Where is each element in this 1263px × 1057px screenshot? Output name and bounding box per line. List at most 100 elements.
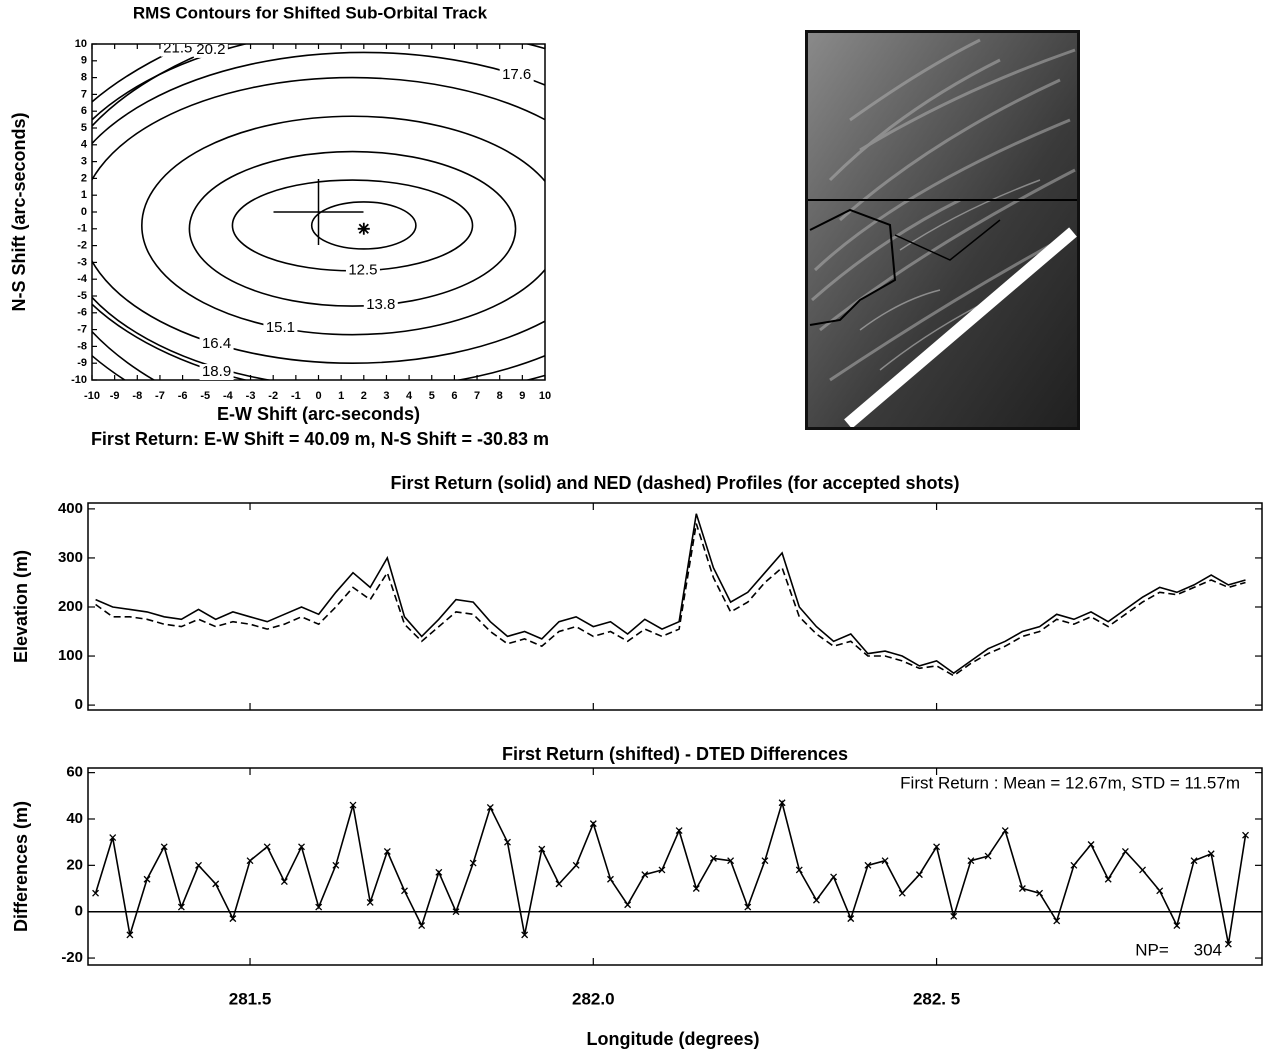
point-marker [196,862,202,868]
point-marker [213,881,219,887]
y-tick-label: 20 [66,856,83,873]
plot-area [96,514,1246,676]
y-tick-label: 3 [81,156,87,168]
y-axis-label: N-S Shift (arc-seconds) [9,112,29,311]
point-marker [916,872,922,878]
x-tick-label: -2 [268,390,278,402]
point-marker [831,874,837,880]
y-axis-label: Elevation (m) [11,550,31,663]
chart: First Return (shifted) - DTED Difference… [11,744,1262,1049]
x-tick-label: -1 [291,390,301,402]
point-marker [813,897,819,903]
y-tick-label: 10 [75,38,87,50]
x-tick-label: 10 [539,390,551,402]
plot-frame [88,503,1262,710]
x-tick-label: 9 [519,390,525,402]
figure: RMS Contours for Shifted Sub-Orbital Tra… [0,0,1263,1057]
x-tick-label: -10 [84,390,100,402]
series-line [96,803,1246,944]
y-tick-label: 1 [81,189,87,201]
point-marker [1105,876,1111,882]
y-tick-label: 7 [81,88,87,100]
x-tick-label: 5 [429,390,435,402]
y-tick-label: 100 [58,647,83,664]
y-tick-label: 9 [81,55,87,67]
y-tick-label: -20 [61,949,83,966]
y-tick-label: -4 [77,273,88,285]
y-tick-label: 6 [81,105,87,117]
y-tick-label: 8 [81,72,87,84]
point-marker [281,879,287,885]
y-tick-label: -1 [77,223,87,235]
y-tick-label: 0 [75,696,83,713]
x-tick-label: -8 [132,390,142,402]
x-axis-label: E-W Shift (arc-seconds) [217,404,420,424]
chart: RMS Contours for Shifted Sub-Orbital Tra… [9,0,885,464]
x-tick-label: 3 [383,390,389,402]
y-tick-label: 60 [66,764,83,781]
point-marker [1088,841,1094,847]
series-line [96,524,1246,676]
contour-line [232,180,472,271]
y-tick-label: -5 [77,290,87,302]
minimum-marker [358,223,370,235]
y-tick-label: -8 [77,340,87,352]
contour-label: 18.9 [202,363,231,380]
x-axis-label: Longitude (degrees) [586,1029,759,1049]
point-marker [556,881,562,887]
point-marker [264,844,270,850]
plot-area [88,800,1262,947]
x-tick-label: 2 [361,390,367,402]
contour-line [189,152,515,307]
point-marker [1157,888,1163,894]
point-marker [625,902,631,908]
y-tick-label: -3 [77,256,87,268]
stats-annotation: First Return : Mean = 12.67m, STD = 11.5… [900,773,1240,792]
x-tick-label: 8 [497,390,503,402]
page: {"chart_data": [ {"type": "contour", "ti… [0,0,1263,1057]
x-tick-label: 281.5 [229,989,272,1008]
contour-label: 16.4 [202,335,231,352]
x-tick-label: 6 [451,390,457,402]
x-tick-label: -4 [223,390,234,402]
y-tick-label: 300 [58,549,83,566]
contour-label: 21.5 [163,40,192,57]
contour-line [47,27,727,397]
contour-line [47,10,817,447]
point-marker [899,890,905,896]
x-tick-label: 0 [315,390,321,402]
y-tick-label: -9 [77,357,87,369]
x-tick-label: 4 [406,390,413,402]
y-axis-label: Differences (m) [11,801,31,932]
x-tick-label: 282. 5 [913,989,960,1008]
contour-line [81,78,625,364]
y-tick-label: 200 [58,598,83,615]
caption: First Return: E-W Shift = 40.09 m, N-S S… [91,429,549,449]
point-marker [1140,867,1146,873]
chart-title: RMS Contours for Shifted Sub-Orbital Tra… [133,3,488,22]
contour-line [58,52,670,388]
y-tick-label: 5 [81,122,87,134]
y-tick-label: -6 [77,307,87,319]
series-line [96,514,1246,673]
contour-label: 17.6 [502,66,531,83]
point-marker [401,888,407,894]
contour-line [142,116,563,334]
y-tick-label: -2 [77,240,87,252]
plot-frame [88,768,1262,965]
terrain-image [805,30,1080,430]
y-tick-label: 0 [81,206,87,218]
x-tick-label: -9 [110,390,120,402]
point-marker [1122,848,1128,854]
chart-title: First Return (shifted) - DTED Difference… [502,744,848,764]
y-tick-label: 400 [58,500,83,517]
x-tick-label: -5 [200,390,210,402]
y-tick-label: -10 [71,374,87,386]
y-tick-label: 0 [75,903,83,920]
y-tick-label: 2 [81,172,87,184]
y-tick-label: 40 [66,810,83,827]
chart-title: First Return (solid) and NED (dashed) Pr… [390,473,959,493]
x-tick-label: -3 [246,390,256,402]
np-value: 304 [1194,940,1222,959]
contour-label: 13.8 [366,296,395,313]
